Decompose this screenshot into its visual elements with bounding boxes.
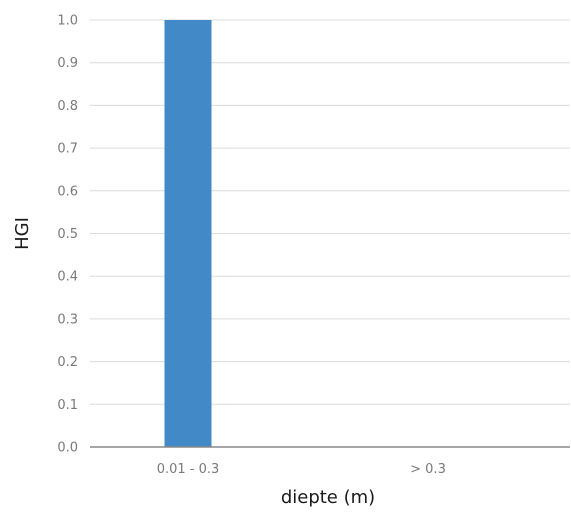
x-tick-label: > 0.3 <box>410 462 446 477</box>
gridlines <box>90 19 570 405</box>
y-tick-label: 0.8 <box>57 99 78 114</box>
y-tick-label: 0.7 <box>57 142 78 157</box>
bar <box>164 20 212 447</box>
x-tick-label: 0.01 - 0.3 <box>157 462 220 477</box>
x-axis-title: diepte (m) <box>281 487 375 508</box>
y-tick-label: 0.0 <box>57 441 78 456</box>
y-tick-label: 0.6 <box>57 184 78 199</box>
bars <box>164 20 212 447</box>
y-tick-label: 0.9 <box>57 56 78 71</box>
y-tick-label: 0.1 <box>57 398 78 413</box>
y-tick-label: 0.4 <box>57 270 78 285</box>
y-tick-label: 0.5 <box>57 227 78 242</box>
y-tick-label: 1.0 <box>57 14 78 29</box>
y-tick-labels: 0.0 0.1 0.2 0.3 0.4 0.5 0.6 0.7 0.8 0.9 1.0 <box>57 14 78 456</box>
y-tick-label: 0.2 <box>57 355 78 370</box>
x-tick-labels: 0.01 - 0.3 > 0.3 <box>157 462 446 477</box>
y-axis-title: HGI <box>12 217 33 250</box>
y-tick-label: 0.3 <box>57 312 78 327</box>
